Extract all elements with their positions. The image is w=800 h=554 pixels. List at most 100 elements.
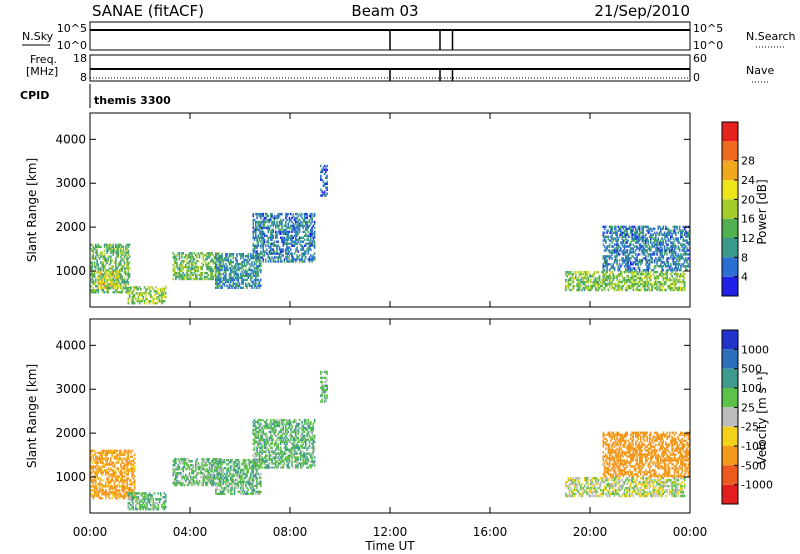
- velocity-cell: [92, 479, 95, 482]
- velocity-cell: [105, 473, 107, 476]
- power-cell: [302, 254, 305, 257]
- power-cell: [651, 261, 653, 264]
- power-cell: [96, 253, 98, 256]
- power-cell: [191, 271, 193, 275]
- power-cell: [616, 261, 618, 264]
- velocity-cell: [221, 466, 223, 470]
- power-cell: [220, 280, 222, 284]
- velocity-cell: [97, 467, 100, 470]
- velocity-cell: [222, 459, 225, 462]
- velocity-cell: [107, 473, 110, 476]
- power-cell: [116, 267, 118, 270]
- power-cell: [92, 245, 95, 248]
- power-cell: [228, 260, 231, 264]
- velocity-cell: [248, 484, 251, 488]
- power-cell: [655, 278, 657, 282]
- velocity-cell: [220, 466, 222, 470]
- power-cell: [637, 241, 640, 244]
- power-cell: [578, 278, 581, 282]
- power-cell: [303, 258, 306, 261]
- power-cell: [681, 257, 683, 260]
- power-cell: [161, 298, 163, 301]
- power-cell: [95, 257, 97, 260]
- power-cell: [670, 269, 672, 272]
- velocity-cell: [217, 461, 220, 464]
- power-cell: [143, 286, 146, 289]
- velocity-cell: [222, 468, 225, 472]
- power-cell: [115, 274, 117, 278]
- power-cell: [143, 302, 146, 305]
- power-cell: [617, 245, 620, 248]
- power-cell: [645, 239, 647, 242]
- power-cell: [677, 257, 680, 260]
- velocity-cell: [130, 451, 132, 454]
- power-cell: [192, 260, 195, 263]
- velocity-cell: [241, 474, 243, 478]
- power-cell: [192, 264, 195, 267]
- power-cell: [190, 277, 192, 281]
- power-cell: [262, 214, 265, 218]
- velocity-cell: [197, 466, 200, 469]
- velocity-cell: [178, 479, 181, 483]
- velocity-cell: [138, 502, 141, 505]
- power-cell: [280, 222, 282, 226]
- velocity-cell: [123, 465, 126, 468]
- velocity-cell: [163, 492, 166, 495]
- power-cell: [683, 227, 686, 230]
- power-cell: [630, 249, 632, 252]
- power-cell: [616, 263, 618, 266]
- power-cell: [631, 239, 633, 242]
- velocity-cell: [255, 452, 257, 455]
- velocity-cell: [100, 461, 102, 464]
- power-cell: [215, 280, 217, 284]
- power-cell: [215, 260, 217, 264]
- power-cell: [218, 284, 221, 287]
- power-cell: [212, 262, 215, 265]
- velocity-cell: [183, 458, 186, 461]
- power-cell: [293, 252, 296, 255]
- velocity-cell: [136, 496, 138, 499]
- power-cell: [625, 237, 627, 240]
- power-cell: [178, 277, 181, 281]
- power-cell: [570, 276, 572, 280]
- velocity-cell: [178, 472, 181, 475]
- power-cell: [617, 286, 620, 290]
- velocity-cell: [93, 487, 96, 490]
- power-cell: [646, 251, 648, 254]
- velocity-cell: [110, 473, 112, 476]
- power-cell: [176, 271, 178, 275]
- power-cell: [256, 238, 258, 241]
- power-cell: [185, 264, 187, 267]
- power-cell: [236, 268, 238, 272]
- power-cell: [323, 192, 326, 195]
- velocity-cell: [215, 468, 217, 472]
- velocity-cell: [113, 493, 116, 496]
- velocity-cell: [93, 459, 96, 462]
- power-cell: [682, 239, 685, 242]
- power-cell: [630, 267, 632, 270]
- power-cell: [266, 212, 268, 216]
- power-cell: [647, 241, 650, 244]
- power-cell: [323, 194, 326, 197]
- power-cell: [655, 257, 657, 260]
- power-cell: [267, 218, 270, 222]
- velocity-cell: [133, 461, 136, 464]
- power-cell: [670, 237, 672, 240]
- power-cell: [632, 229, 635, 232]
- power-cell: [113, 249, 116, 252]
- power-cell: [271, 252, 273, 255]
- power-cell: [291, 256, 293, 259]
- velocity-cell: [251, 490, 253, 493]
- velocity-cell: [252, 430, 255, 434]
- power-cell: [187, 269, 190, 273]
- power-cell: [275, 244, 277, 247]
- velocity-cell: [180, 483, 182, 487]
- power-cell: [198, 273, 201, 277]
- power-cell: [111, 265, 113, 268]
- velocity-cell: [225, 476, 227, 480]
- power-cell: [591, 284, 593, 288]
- velocity-cell: [206, 468, 208, 471]
- power-cell: [178, 271, 181, 275]
- velocity-cell: [260, 432, 262, 436]
- power-cell: [232, 260, 235, 264]
